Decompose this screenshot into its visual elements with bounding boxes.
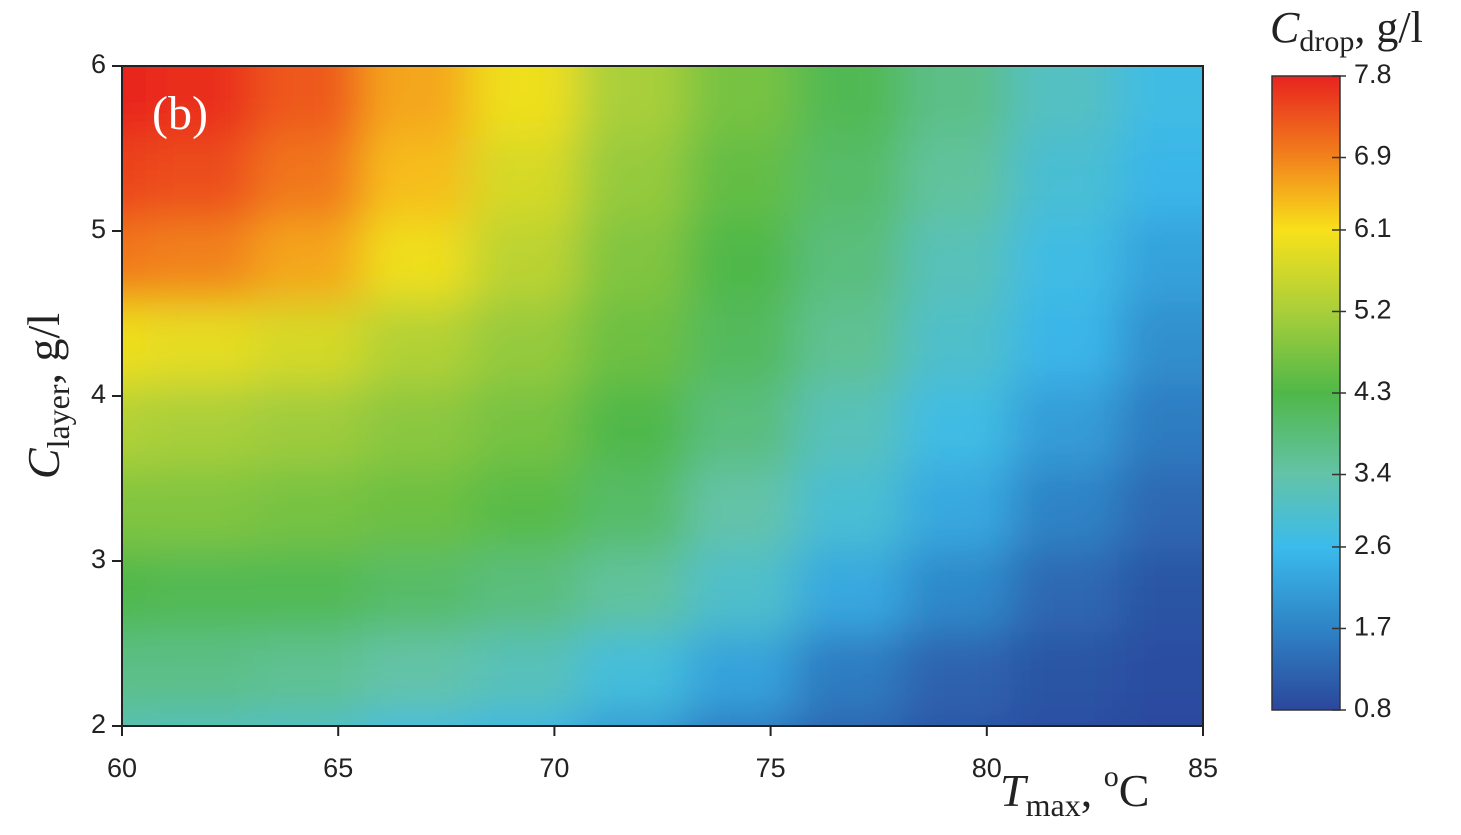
- colorbar-tick-label: 6.1: [1354, 213, 1392, 243]
- x-tick-label: 80: [972, 753, 1002, 783]
- colorbar: [1271, 75, 1341, 711]
- colorbar-tick-label: 0.8: [1354, 693, 1392, 723]
- annotation: (b): [152, 87, 208, 140]
- cb-title-sub: drop: [1299, 25, 1354, 58]
- y-tick-label: 2: [91, 709, 106, 739]
- y-tick-label: 3: [91, 544, 106, 574]
- x-label-unit: C: [1119, 765, 1150, 816]
- heatmap: [122, 66, 1203, 726]
- y-tick-label: 6: [91, 49, 106, 79]
- y-label-unit: , g/l: [18, 313, 69, 385]
- y-tick-label: 4: [91, 379, 106, 409]
- x-label-degree: o: [1104, 760, 1119, 793]
- x-tick-label: 75: [756, 753, 786, 783]
- y-axis-label: Clayer, g/l: [18, 313, 77, 479]
- x-label-sep: ,: [1081, 765, 1104, 816]
- colorbar-title: Cdrop, g/l: [1270, 3, 1423, 58]
- x-axis-label: Tmax, oC: [1000, 760, 1149, 823]
- colorbar-tick-label: 2.6: [1354, 530, 1392, 560]
- colorbar-tick-label: 5.2: [1354, 295, 1392, 325]
- x-tick-label: 70: [539, 753, 569, 783]
- colorbar-tick-label: 7.8: [1354, 59, 1392, 89]
- colorbar-tick-label: 3.4: [1354, 458, 1392, 488]
- x-tick-label: 65: [323, 753, 353, 783]
- colorbar-tick-label: 4.3: [1354, 376, 1392, 406]
- y-label-sub: layer: [40, 384, 76, 448]
- heat-cell: [1118, 66, 1203, 138]
- x-tick-label: 60: [107, 753, 137, 783]
- cb-title-symbol: C: [1270, 3, 1300, 52]
- colorbar-tick-label: 6.9: [1354, 141, 1392, 171]
- y-label-symbol: C: [18, 447, 69, 479]
- y-tick-label: 5: [91, 214, 106, 244]
- colorbar-tick-label: 1.7: [1354, 612, 1392, 642]
- x-label-sub: max: [1026, 787, 1081, 823]
- cb-title-unit: , g/l: [1354, 3, 1422, 52]
- x-label-symbol: T: [1000, 765, 1029, 816]
- x-tick-label: 85: [1188, 753, 1218, 783]
